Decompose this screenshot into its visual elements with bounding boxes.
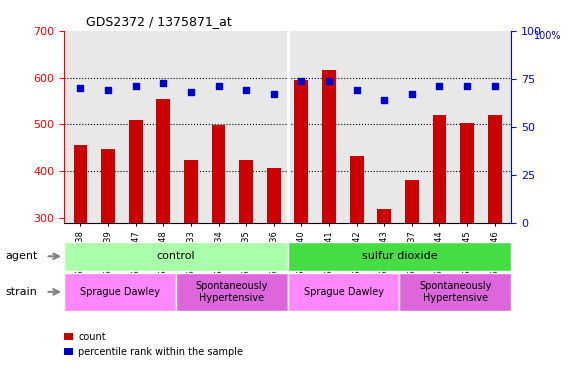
Text: percentile rank within the sample: percentile rank within the sample bbox=[78, 347, 243, 357]
Bar bbox=[295, 80, 309, 359]
Bar bbox=[74, 144, 87, 359]
Bar bbox=[101, 149, 115, 359]
Point bbox=[435, 83, 444, 89]
Point bbox=[159, 79, 168, 86]
FancyBboxPatch shape bbox=[64, 242, 288, 271]
Point bbox=[269, 91, 278, 97]
Bar bbox=[322, 70, 336, 359]
Text: GDS2372 / 1375871_at: GDS2372 / 1375871_at bbox=[87, 15, 232, 28]
FancyBboxPatch shape bbox=[288, 273, 400, 311]
Bar bbox=[184, 159, 198, 359]
Text: count: count bbox=[78, 332, 106, 342]
Point bbox=[187, 89, 196, 95]
Text: strain: strain bbox=[6, 287, 38, 297]
Text: 100%: 100% bbox=[534, 31, 561, 41]
Bar bbox=[267, 168, 281, 359]
Point bbox=[324, 78, 333, 84]
Bar bbox=[129, 120, 142, 359]
Bar bbox=[211, 125, 225, 359]
Text: Sprague Dawley: Sprague Dawley bbox=[80, 287, 160, 297]
Bar bbox=[433, 114, 446, 359]
Bar bbox=[488, 115, 501, 359]
Point bbox=[407, 91, 417, 97]
Point bbox=[214, 83, 223, 89]
Text: Sprague Dawley: Sprague Dawley bbox=[303, 287, 383, 297]
Point bbox=[379, 97, 389, 103]
Point bbox=[490, 83, 499, 89]
Point bbox=[462, 83, 472, 89]
Point bbox=[352, 87, 361, 93]
Text: agent: agent bbox=[6, 251, 38, 261]
Point bbox=[131, 83, 141, 89]
Bar bbox=[460, 123, 474, 359]
FancyBboxPatch shape bbox=[64, 273, 175, 311]
Bar bbox=[377, 209, 391, 359]
FancyBboxPatch shape bbox=[288, 242, 511, 271]
FancyBboxPatch shape bbox=[400, 273, 511, 311]
Bar bbox=[156, 99, 170, 359]
Point bbox=[297, 78, 306, 84]
Bar bbox=[350, 156, 364, 359]
Text: sulfur dioxide: sulfur dioxide bbox=[361, 251, 437, 262]
Point bbox=[76, 85, 85, 91]
Text: Spontaneously
Hypertensive: Spontaneously Hypertensive bbox=[195, 281, 268, 303]
Point bbox=[103, 87, 113, 93]
Text: Spontaneously
Hypertensive: Spontaneously Hypertensive bbox=[419, 281, 492, 303]
Text: control: control bbox=[156, 251, 195, 262]
Bar bbox=[239, 159, 253, 359]
Point bbox=[242, 87, 251, 93]
FancyBboxPatch shape bbox=[175, 273, 288, 311]
Bar bbox=[405, 180, 419, 359]
